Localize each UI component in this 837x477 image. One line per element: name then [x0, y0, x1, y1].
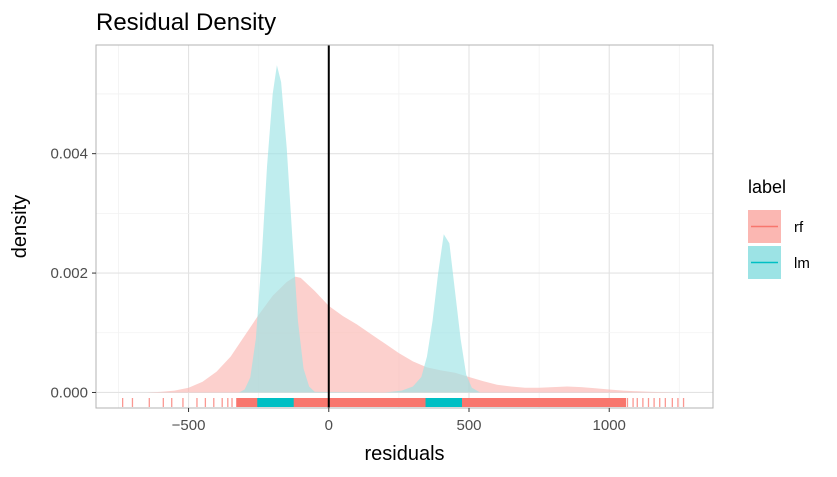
- plot-panel: [95, 44, 714, 409]
- y-axis-title: density: [9, 195, 31, 258]
- y-tick-label: 0.002: [50, 265, 88, 282]
- rug-band-lm: [257, 398, 294, 407]
- density-areas: [146, 65, 680, 393]
- rug-band-lm: [425, 398, 462, 407]
- x-axis-ticks: −500 0 500 1000: [172, 408, 626, 434]
- panel-border: [95, 44, 714, 409]
- rug-marks: [121, 398, 685, 407]
- legend-label-rf: rf: [794, 219, 804, 236]
- legend-label-lm: lm: [794, 255, 810, 272]
- legend: label rf lm: [748, 177, 810, 279]
- density-area-lm: [239, 65, 481, 393]
- x-tick-label: 0: [325, 417, 333, 434]
- x-tick-label: −500: [172, 417, 206, 434]
- chart-title: Residual Density: [96, 9, 276, 36]
- x-tick-label: 500: [456, 417, 481, 434]
- x-axis-title: residuals: [364, 443, 444, 465]
- legend-title: label: [748, 177, 786, 197]
- panel-background: [96, 45, 713, 408]
- x-tick-label: 1000: [593, 417, 626, 434]
- y-axis-ticks: 0.000 0.002 0.004: [50, 146, 96, 401]
- y-tick-label: 0.000: [50, 384, 88, 401]
- y-tick-label: 0.004: [50, 146, 88, 163]
